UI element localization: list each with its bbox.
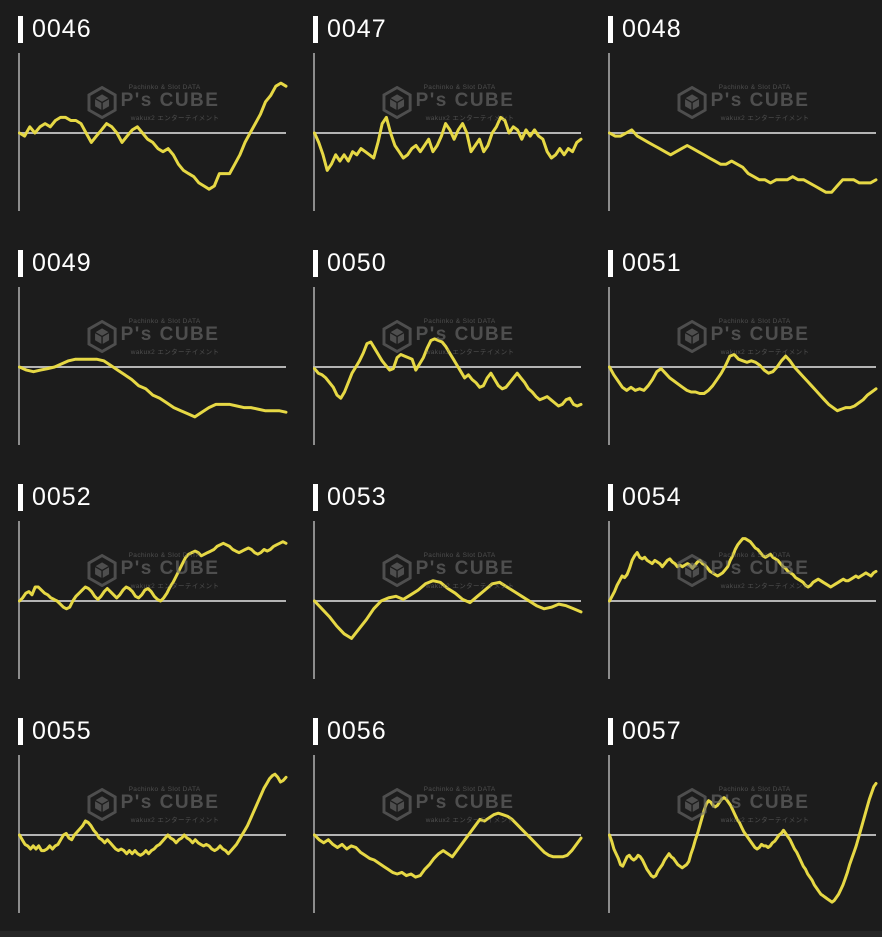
machine-number: 0056 [327, 716, 387, 745]
label-bar [313, 249, 318, 277]
label-bar [608, 483, 613, 511]
profit-line [313, 579, 583, 640]
label-bar [608, 717, 613, 745]
machine-number: 0048 [622, 14, 682, 43]
machine-label: 0049 [18, 248, 295, 278]
label-bar [313, 15, 318, 43]
machine-label: 0047 [313, 14, 590, 44]
machine-label: 0048 [608, 14, 882, 44]
chart-area: Pachinko & Slot DATA P's CUBE wakux2 エンタ… [313, 755, 583, 913]
machine-number: 0049 [32, 248, 92, 277]
profit-line [18, 81, 288, 191]
line-chart [608, 755, 878, 913]
machine-number: 0047 [327, 14, 387, 43]
profit-line [18, 540, 288, 611]
label-bar [18, 249, 23, 277]
machine-number: 0052 [32, 482, 92, 511]
machine-label: 0054 [608, 482, 882, 512]
chart-cell[interactable]: 0048 Pachinko & Slot DATA P's CUBE wakux… [590, 0, 882, 234]
line-chart [18, 755, 288, 913]
line-chart [18, 287, 288, 445]
chart-cell[interactable]: 0055 Pachinko & Slot DATA P's CUBE wakux… [0, 702, 295, 936]
machine-label: 0052 [18, 482, 295, 512]
chart-area: Pachinko & Slot DATA P's CUBE wakux2 エンタ… [18, 53, 288, 211]
line-chart [18, 53, 288, 211]
line-chart [313, 287, 583, 445]
profit-line [313, 811, 583, 879]
chart-cell[interactable]: 0050 Pachinko & Slot DATA P's CUBE wakux… [295, 234, 590, 468]
chart-area: Pachinko & Slot DATA P's CUBE wakux2 エンタ… [608, 53, 878, 211]
chart-area: Pachinko & Slot DATA P's CUBE wakux2 エンタ… [608, 521, 878, 679]
profit-line [18, 357, 288, 419]
chart-area: Pachinko & Slot DATA P's CUBE wakux2 エンタ… [608, 287, 878, 445]
line-chart [313, 53, 583, 211]
bottom-strip [0, 931, 882, 937]
chart-area: Pachinko & Slot DATA P's CUBE wakux2 エンタ… [313, 53, 583, 211]
label-bar [18, 15, 23, 43]
line-chart [313, 521, 583, 679]
label-bar [18, 483, 23, 511]
chart-cell[interactable]: 0047 Pachinko & Slot DATA P's CUBE wakux… [295, 0, 590, 234]
chart-cell[interactable]: 0052 Pachinko & Slot DATA P's CUBE wakux… [0, 468, 295, 702]
line-chart [18, 521, 288, 679]
machine-label: 0046 [18, 14, 295, 44]
chart-cell[interactable]: 0051 Pachinko & Slot DATA P's CUBE wakux… [590, 234, 882, 468]
machine-number: 0057 [622, 716, 682, 745]
label-bar [313, 483, 318, 511]
machine-number: 0053 [327, 482, 387, 511]
profit-line [608, 782, 878, 904]
chart-cell[interactable]: 0046 Pachinko & Slot DATA P's CUBE wakux… [0, 0, 295, 234]
chart-cell[interactable]: 0053 Pachinko & Slot DATA P's CUBE wakux… [295, 468, 590, 702]
profit-line [608, 128, 878, 194]
machine-number: 0050 [327, 248, 387, 277]
machine-label: 0050 [313, 248, 590, 278]
line-chart [608, 287, 878, 445]
profit-line [608, 353, 878, 413]
chart-area: Pachinko & Slot DATA P's CUBE wakux2 エンタ… [18, 755, 288, 913]
line-chart [313, 755, 583, 913]
chart-area: Pachinko & Slot DATA P's CUBE wakux2 エンタ… [608, 755, 878, 913]
machine-label: 0053 [313, 482, 590, 512]
line-chart [608, 53, 878, 211]
profit-line [608, 537, 878, 603]
chart-cell[interactable]: 0056 Pachinko & Slot DATA P's CUBE wakux… [295, 702, 590, 936]
line-chart [608, 521, 878, 679]
machine-label: 0051 [608, 248, 882, 278]
label-bar [18, 717, 23, 745]
chart-cell[interactable]: 0054 Pachinko & Slot DATA P's CUBE wakux… [590, 468, 882, 702]
label-bar [608, 249, 613, 277]
chart-cell[interactable]: 0049 Pachinko & Slot DATA P's CUBE wakux… [0, 234, 295, 468]
machine-number: 0055 [32, 716, 92, 745]
machine-number: 0046 [32, 14, 92, 43]
chart-cell[interactable]: 0057 Pachinko & Slot DATA P's CUBE wakux… [590, 702, 882, 936]
chart-area: Pachinko & Slot DATA P's CUBE wakux2 エンタ… [313, 287, 583, 445]
profit-line [313, 115, 583, 172]
profit-line [313, 337, 583, 408]
machine-label: 0057 [608, 716, 882, 746]
machine-number: 0051 [622, 248, 682, 277]
chart-area: Pachinko & Slot DATA P's CUBE wakux2 エンタ… [313, 521, 583, 679]
label-bar [608, 15, 613, 43]
label-bar [313, 717, 318, 745]
profit-line [18, 772, 288, 857]
chart-area: Pachinko & Slot DATA P's CUBE wakux2 エンタ… [18, 521, 288, 679]
machine-number: 0054 [622, 482, 682, 511]
machine-label: 0055 [18, 716, 295, 746]
chart-area: Pachinko & Slot DATA P's CUBE wakux2 エンタ… [18, 287, 288, 445]
machine-label: 0056 [313, 716, 590, 746]
